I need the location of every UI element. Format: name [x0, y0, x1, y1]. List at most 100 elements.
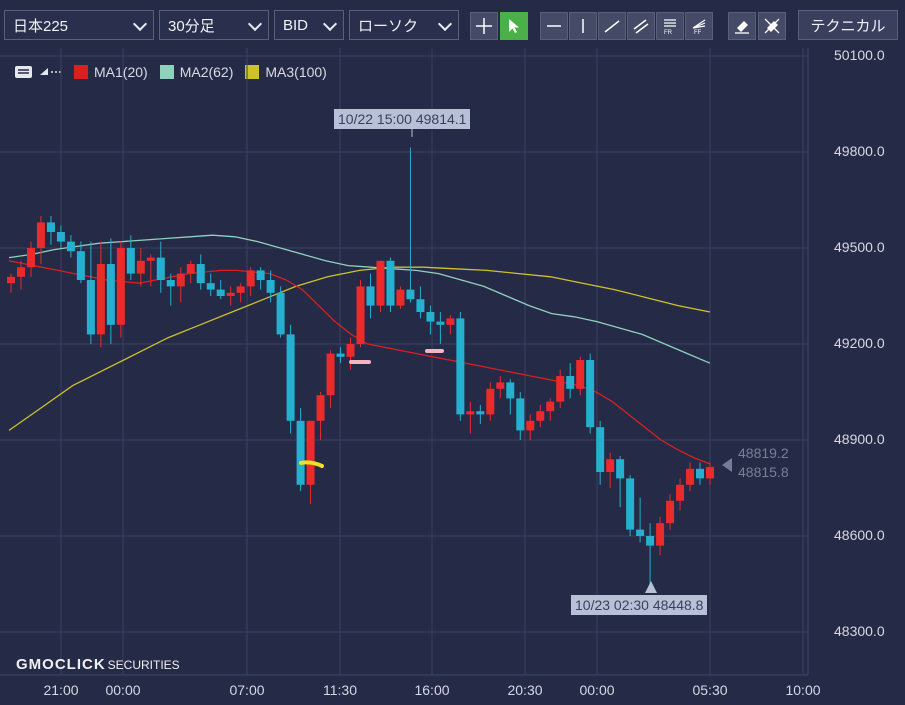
brand-logo: GMOCLICK SECURITIES [16, 656, 180, 673]
channel-button[interactable] [627, 12, 655, 40]
y-tick-label: 50100.0 [834, 47, 885, 63]
candle-body [506, 382, 515, 399]
logo-text: GMOCLICK [16, 656, 106, 673]
price-type-select[interactable]: BID [274, 10, 344, 40]
menu-icon[interactable] [14, 64, 34, 80]
candles [7, 147, 714, 585]
candle-body [146, 257, 155, 261]
high-annotation: 10/22 15:00 49814.1 [334, 109, 471, 129]
candle-body [566, 376, 575, 389]
hline-icon [547, 25, 561, 27]
candle-body [616, 459, 625, 479]
vline-button[interactable] [569, 12, 597, 40]
candle-body [16, 267, 25, 277]
svg-text:FF: FF [694, 30, 702, 35]
chart-style-select[interactable]: ローソク [349, 10, 459, 40]
chevron-down-icon [322, 16, 338, 32]
eraser-button[interactable] [728, 12, 756, 40]
candle-body [646, 536, 655, 546]
candle-body [536, 411, 545, 421]
current-price-bid: 48815.8 [738, 464, 789, 480]
hline-button[interactable] [540, 12, 568, 40]
candle-body [166, 280, 175, 287]
collapse-icon[interactable] [38, 64, 62, 80]
symbol-select[interactable]: 日本225 [4, 10, 154, 40]
candle-body [366, 286, 375, 306]
y-tick-label: 48600.0 [834, 527, 885, 543]
candle-body [106, 264, 115, 325]
cursor-icon [509, 19, 519, 33]
ma2-line [8, 234, 711, 364]
candle-body [316, 395, 325, 421]
technical-button[interactable]: テクニカル [798, 10, 898, 40]
candle-body [636, 529, 645, 536]
candle-body [186, 264, 195, 274]
chart-style-value: ローソク [358, 17, 419, 35]
candle-body [236, 286, 245, 293]
x-tick-label: 05:30 [692, 682, 728, 698]
candle-body [496, 382, 505, 389]
ma3-line [8, 266, 711, 431]
candle-body [676, 484, 685, 501]
low-annotation: 10/23 02:30 48448.8 [571, 595, 708, 615]
fibonacci-retracement-button[interactable]: FR [656, 12, 684, 40]
y-tick-label: 49200.0 [834, 335, 885, 351]
crosshair-button[interactable] [470, 12, 498, 40]
chevron-down-icon [247, 16, 263, 32]
current-price-ask: 48819.2 [738, 445, 789, 461]
candle-body [586, 360, 595, 428]
candle-body [216, 289, 225, 296]
ma3-label: MA3(100) [265, 64, 327, 80]
y-tick-label: 49500.0 [834, 239, 885, 255]
candle-body [7, 276, 15, 284]
ma1-swatch [74, 65, 88, 79]
candle-body [436, 321, 445, 325]
symbol-value: 日本225 [13, 17, 69, 35]
ma2-label: MA2(62) [179, 64, 234, 80]
chevron-down-icon [132, 16, 148, 32]
candle-body [346, 344, 355, 357]
candle-body [526, 420, 535, 431]
svg-text:FR: FR [664, 30, 673, 35]
cursor-button[interactable] [500, 12, 528, 40]
candle-body [396, 289, 405, 306]
candle-body [196, 264, 205, 284]
interval-select[interactable]: 30分足 [159, 10, 269, 40]
vline-icon [582, 19, 584, 33]
x-tick-label: 20:30 [507, 682, 543, 698]
channel-icon [633, 19, 649, 34]
trendline-icon [604, 20, 620, 33]
candle-body [36, 222, 45, 248]
candle-body [86, 280, 95, 335]
ma2-swatch [159, 65, 174, 79]
x-tick-label: 00:00 [105, 682, 141, 698]
candle-body [266, 280, 275, 293]
candle-body [226, 292, 235, 296]
low-pointer [645, 581, 657, 593]
candle-body [406, 289, 415, 300]
interval-value: 30分足 [168, 17, 215, 35]
candle-body [656, 523, 665, 546]
trendline-button[interactable] [598, 12, 626, 40]
ma1-line [8, 260, 711, 465]
moving-averages [8, 234, 711, 465]
delete-all-button[interactable] [758, 12, 786, 40]
x-tick-label: 16:00 [414, 682, 450, 698]
candle-body [206, 283, 215, 290]
fibonacci-retracement-icon: FR [664, 19, 676, 35]
candle-body [336, 353, 345, 357]
candle-body [476, 411, 485, 415]
x-tick-label: 11:30 [323, 682, 357, 698]
candle-body [246, 270, 255, 287]
grid [0, 48, 809, 676]
x-tick-label: 10:00 [785, 682, 821, 698]
fibonacci-fan-button[interactable]: FF [685, 12, 713, 40]
candle-body [456, 318, 465, 415]
candle-body [546, 401, 555, 412]
candle-body [376, 260, 385, 306]
candle-body [46, 222, 55, 232]
y-tick-label: 49800.0 [834, 143, 885, 159]
candle-body [56, 232, 65, 242]
candle-body [176, 273, 185, 287]
